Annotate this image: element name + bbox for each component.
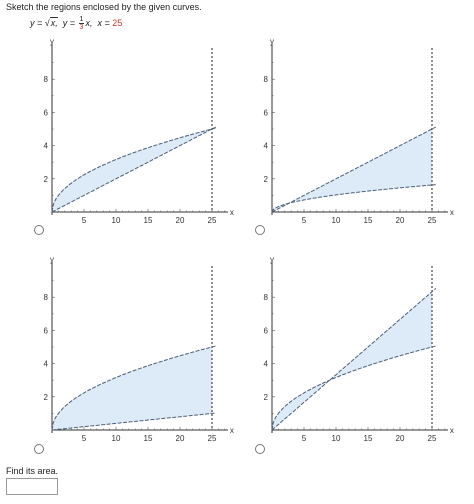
x-tick-label: 10 (112, 216, 121, 225)
x-tick-label: 25 (208, 216, 217, 225)
x-tick-label: 5 (82, 216, 87, 225)
x-axis-label: x (230, 426, 234, 435)
x-tick-label: 5 (302, 434, 307, 443)
graph-option-2: 5 10 15 20 25 2 4 6 8 y x (264, 37, 454, 225)
x-tick-label: 5 (302, 216, 307, 225)
x-tick-label: 20 (396, 216, 405, 225)
y-tick-label: 4 (44, 360, 49, 369)
y-tick-label: 2 (44, 175, 49, 184)
x-tick-label: 15 (144, 216, 153, 225)
y-tick-label: 2 (264, 175, 269, 184)
x-tick-label: 20 (396, 434, 405, 443)
x-tick-label: 10 (112, 434, 121, 443)
x-axis-label: x (230, 208, 234, 217)
x-tick-label: 25 (428, 216, 437, 225)
equations: y = √x, y = 1 3 x, x = 25 (30, 16, 122, 31)
y-tick-label: 6 (264, 326, 269, 335)
x-tick-label: 15 (364, 216, 373, 225)
radio-option-3[interactable] (34, 444, 44, 454)
y-tick-label: 6 (44, 108, 49, 117)
shaded-region (52, 347, 212, 430)
eq2-numerator: 1 (78, 16, 85, 24)
sqrt-expression: √x, (44, 16, 58, 28)
y-axis-label: y (270, 37, 274, 46)
y-axis-label: y (50, 37, 54, 46)
y-tick-label: 4 (264, 142, 269, 151)
graph-option-3: 5 10 15 20 25 2 4 6 8 y x (44, 255, 234, 443)
curve-2 (51, 126, 217, 213)
curve-1 (271, 345, 436, 431)
y-tick-label: 8 (264, 293, 269, 302)
question-prompt: Sketch the regions enclosed by the given… (6, 2, 202, 12)
y-tick-label: 6 (44, 326, 49, 335)
radio-option-2[interactable] (255, 225, 265, 235)
radio-option-4[interactable] (255, 444, 265, 454)
curve-1 (51, 345, 216, 431)
eq2-denominator: 3 (79, 24, 84, 31)
eq3-value: 25 (112, 17, 123, 28)
x-tick-label: 15 (364, 434, 373, 443)
x-axis-label: x (450, 426, 454, 435)
x-axis-label: x (450, 208, 454, 217)
y-tick-label: 8 (44, 293, 49, 302)
radio-option-1[interactable] (34, 225, 44, 235)
y-axis-label: y (270, 255, 274, 264)
graph-option-4: 5 10 15 20 25 2 4 6 8 y x (264, 255, 454, 443)
curve-1 (51, 127, 216, 213)
y-tick-label: 4 (264, 360, 269, 369)
area-prompt: Find its area. (6, 466, 59, 476)
x-tick-label: 5 (82, 434, 87, 443)
y-tick-label: 4 (44, 142, 49, 151)
curve-1 (271, 184, 436, 213)
y-tick-label: 8 (264, 75, 269, 84)
curve-2 (271, 126, 437, 213)
eq1-lhs: y = (30, 17, 43, 28)
x-tick-label: 10 (332, 434, 341, 443)
y-tick-label: 2 (264, 393, 269, 402)
eq1-rhs: x, (49, 16, 58, 28)
y-tick-label: 6 (264, 108, 269, 117)
curve-2 (271, 287, 437, 431)
eq2-lhs: y = (62, 17, 76, 28)
x-tick-label: 20 (176, 434, 185, 443)
eq2-var: x, (85, 17, 93, 28)
x-tick-label: 10 (332, 216, 341, 225)
eq3-lhs: x = (97, 17, 110, 28)
graph-option-1: 5 10 15 20 25 2 4 6 8 y x (44, 37, 234, 225)
y-tick-label: 2 (44, 393, 49, 402)
area-answer-input[interactable] (6, 478, 58, 495)
x-tick-label: 15 (144, 434, 153, 443)
x-tick-label: 20 (176, 216, 185, 225)
x-tick-label: 25 (428, 434, 437, 443)
y-tick-label: 8 (44, 75, 49, 84)
y-axis-label: y (50, 255, 54, 264)
x-tick-label: 25 (208, 434, 217, 443)
